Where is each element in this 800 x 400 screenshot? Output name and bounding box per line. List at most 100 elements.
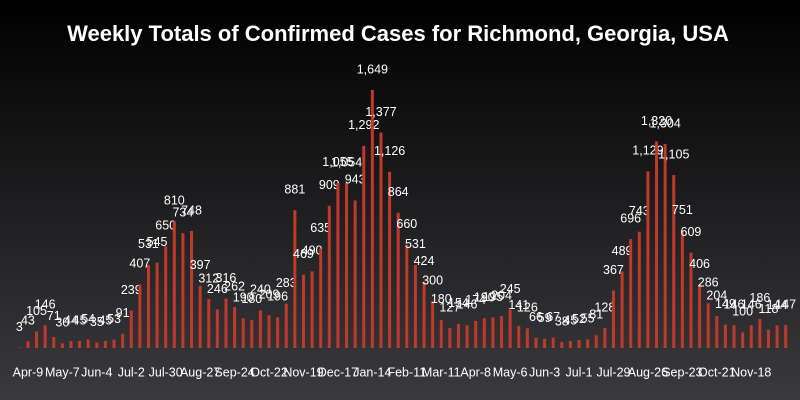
x-tick-label: Jul-30: [149, 365, 183, 379]
x-tick-label: Nov-19: [283, 365, 323, 379]
bar: [224, 298, 228, 348]
data-label: 1,292: [348, 118, 379, 132]
x-tick-label: Jun-3: [529, 365, 560, 379]
data-label: 245: [500, 282, 521, 296]
x-tick-label: Jul-29: [596, 365, 630, 379]
x-tick-label: Jul-2: [118, 365, 145, 379]
bar: [543, 338, 547, 348]
data-label: 190: [233, 291, 254, 305]
bar: [482, 318, 486, 348]
data-label: 316: [216, 271, 237, 285]
bar: [388, 171, 392, 348]
bar: [500, 316, 504, 348]
bar: [749, 325, 753, 348]
bar: [69, 341, 73, 348]
data-label: 312: [198, 271, 219, 285]
data-label: 743: [629, 204, 650, 218]
data-label: 180: [241, 292, 262, 306]
bar: [52, 336, 56, 348]
data-label: 283: [276, 276, 297, 290]
x-tick-label: Jan-14: [353, 365, 391, 379]
data-label: 1,105: [658, 147, 689, 161]
data-label: 660: [396, 217, 417, 231]
bar: [655, 141, 659, 348]
data-label: 55: [581, 312, 595, 326]
data-label: 204: [706, 288, 727, 302]
bar: [508, 309, 512, 348]
bar: [586, 339, 590, 348]
x-tick-label: Oct-21: [698, 365, 736, 379]
bar: [594, 335, 598, 348]
data-label: 240: [250, 283, 271, 297]
data-label: 196: [267, 290, 288, 304]
bar: [732, 325, 736, 348]
x-tick-label: Sep-23: [662, 365, 702, 379]
bar: [86, 339, 90, 348]
bar: [293, 210, 297, 348]
x-tick-label: May-7: [45, 365, 80, 379]
bar: [319, 248, 323, 348]
data-label: 1,377: [365, 105, 396, 119]
bar: [138, 284, 142, 348]
bar: [112, 339, 116, 348]
chart-title: Weekly Totals of Confirmed Cases for Ric…: [67, 21, 729, 46]
data-label: 146: [457, 297, 478, 311]
data-label: 424: [414, 254, 435, 268]
data-label: 609: [681, 225, 702, 239]
data-label: 45: [98, 313, 112, 327]
x-tick-label: Nov-18: [731, 365, 771, 379]
data-label: 881: [284, 182, 305, 196]
data-label: 1,054: [331, 155, 362, 169]
data-label: 909: [319, 178, 340, 192]
bar: [405, 244, 409, 348]
data-label: 545: [147, 235, 168, 249]
x-tick-label: Jun-4: [81, 365, 112, 379]
bar: [233, 307, 237, 348]
data-label: 44: [64, 313, 78, 327]
data-label: 105: [26, 304, 47, 318]
bar: [121, 333, 125, 348]
data-label: 864: [388, 185, 409, 199]
data-label: 3: [16, 320, 23, 334]
bar: [396, 212, 400, 348]
bar: [207, 299, 211, 348]
bar: [258, 310, 262, 348]
bar: [706, 303, 710, 348]
bar: [646, 171, 650, 348]
bar: [129, 310, 133, 348]
bar: [78, 340, 82, 348]
bar: [448, 328, 452, 348]
bar: [181, 233, 185, 348]
bar: [95, 342, 99, 348]
data-label: 127: [439, 300, 460, 314]
bar: [422, 281, 426, 348]
bar: [155, 262, 159, 348]
bar: [439, 319, 443, 348]
x-tick-label: Aug-26: [628, 365, 668, 379]
x-tick-label: Aug-27: [180, 365, 220, 379]
bar: [620, 271, 624, 348]
bar: [775, 325, 779, 348]
data-label: 734: [172, 205, 193, 219]
data-label: 144: [767, 298, 788, 312]
bar: [534, 337, 538, 348]
data-label: 118: [759, 302, 779, 316]
bar: [35, 331, 39, 348]
bar: [689, 252, 693, 348]
data-label: 1,649: [357, 62, 388, 76]
data-label: 748: [181, 203, 202, 217]
bar: [577, 339, 581, 348]
bar: [517, 325, 521, 348]
bar: [525, 328, 529, 348]
bar: [680, 230, 684, 348]
bar: [146, 264, 150, 348]
data-label: 300: [422, 273, 443, 287]
bar: [284, 303, 288, 348]
x-tick-label: Sep-24: [214, 365, 254, 379]
data-label: 30: [55, 316, 69, 330]
data-label: 71: [47, 309, 61, 323]
bar: [164, 246, 168, 348]
data-label: 635: [310, 221, 331, 235]
bar: [568, 340, 572, 348]
